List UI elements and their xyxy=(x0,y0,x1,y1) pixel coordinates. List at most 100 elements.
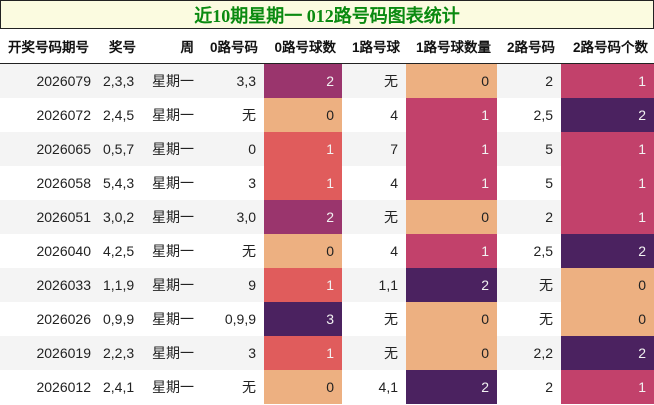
stats-table: 开奖号码期号 奖号 周 0路号码 0路号球数 1路号球 1路号球数量 2路号码 … xyxy=(0,29,654,404)
route1-count-cell: 0 xyxy=(406,200,497,234)
route0-cell: 无 xyxy=(200,370,264,404)
col-header-route0: 0路号码 xyxy=(200,29,264,64)
weekday-cell: 星期一 xyxy=(142,63,200,98)
table-row: 2026012 2,4,1 星期一无 0 4,1 2 2 1 xyxy=(0,370,654,404)
table-row: 2026033 1,1,9 星期一 9 1 1,1 2 无 0 xyxy=(0,268,654,302)
route0-count-cell: 0 xyxy=(264,98,342,132)
route2-cell: 2,5 xyxy=(497,98,561,132)
weekday-cell: 星期一 xyxy=(142,200,200,234)
route2-count-cell: 1 xyxy=(561,200,654,234)
route0-count-cell: 1 xyxy=(264,336,342,370)
route1-count-cell: 1 xyxy=(406,234,497,268)
route2-cell: 2,2 xyxy=(497,336,561,370)
route1-count-cell: 0 xyxy=(406,302,497,336)
weekday-cell: 星期一 xyxy=(142,268,200,302)
route0-count-cell: 0 xyxy=(264,370,342,404)
weekday-cell: 星期一 xyxy=(142,132,200,166)
col-header-numbers: 奖号 xyxy=(97,29,142,64)
weekday-cell: 星期一 xyxy=(142,234,200,268)
table-row: 2026051 3,0,2 星期一 3,0 2 无 0 2 1 xyxy=(0,200,654,234)
numbers-cell: 2,2,3 xyxy=(97,336,142,370)
route0-cell: 3 xyxy=(200,336,264,370)
col-header-route2-count: 2路号码个数 xyxy=(561,29,654,64)
route2-count-cell: 0 xyxy=(561,268,654,302)
route1-cell: 无 xyxy=(342,302,406,336)
weekday-cell: 星期一 xyxy=(142,336,200,370)
route0-count-cell: 1 xyxy=(264,268,342,302)
route1-count-cell: 2 xyxy=(406,268,497,302)
numbers-cell: 0,9,9 xyxy=(97,302,142,336)
route1-cell: 4 xyxy=(342,234,406,268)
period-cell: 2026019 xyxy=(0,336,97,370)
table-row: 2026026 0,9,9 星期一 0,9,9 3 无 0 无 0 xyxy=(0,302,654,336)
period-cell: 2026040 xyxy=(0,234,97,268)
weekday-cell: 星期一 xyxy=(142,370,200,404)
chart-title: 近10期星期一 012路号码图表统计 xyxy=(0,0,654,29)
period-cell: 2026051 xyxy=(0,200,97,234)
route0-cell: 0 xyxy=(200,132,264,166)
route0-count-cell: 2 xyxy=(264,200,342,234)
route2-cell: 2 xyxy=(497,200,561,234)
table-row: 2026058 5,4,3 星期一 3 1 4 1 5 1 xyxy=(0,166,654,200)
numbers-cell: 0,5,7 xyxy=(97,132,142,166)
route1-cell: 无 xyxy=(342,336,406,370)
route2-count-cell: 1 xyxy=(561,370,654,404)
header-row: 开奖号码期号 奖号 周 0路号码 0路号球数 1路号球 1路号球数量 2路号码 … xyxy=(0,29,654,64)
route0-count-cell: 1 xyxy=(264,166,342,200)
route0-cell: 3 xyxy=(200,166,264,200)
route1-cell: 4 xyxy=(342,98,406,132)
table-row: 2026079 2,3,3 星期一 3,3 2 无 0 2 1 xyxy=(0,63,654,98)
route2-cell: 2 xyxy=(497,370,561,404)
route0-cell: 3,3 xyxy=(200,63,264,98)
route1-cell: 7 xyxy=(342,132,406,166)
route1-cell: 无 xyxy=(342,63,406,98)
route0-count-cell: 3 xyxy=(264,302,342,336)
route0-cell: 9 xyxy=(200,268,264,302)
route2-cell: 无 xyxy=(497,302,561,336)
numbers-cell: 2,3,3 xyxy=(97,63,142,98)
period-cell: 2026065 xyxy=(0,132,97,166)
period-cell: 2026026 xyxy=(0,302,97,336)
route1-count-cell: 0 xyxy=(406,63,497,98)
route2-count-cell: 0 xyxy=(561,302,654,336)
route0-cell: 3,0 xyxy=(200,200,264,234)
table-row: 2026072 2,4,5 星期一无 0 4 1 2,5 2 xyxy=(0,98,654,132)
period-cell: 2026072 xyxy=(0,98,97,132)
numbers-cell: 5,4,3 xyxy=(97,166,142,200)
period-cell: 2026058 xyxy=(0,166,97,200)
period-cell: 2026012 xyxy=(0,370,97,404)
route0-count-cell: 0 xyxy=(264,234,342,268)
period-cell: 2026033 xyxy=(0,268,97,302)
weekday-cell: 星期一 xyxy=(142,166,200,200)
table-row: 2026019 2,2,3 星期一 3 1 无 0 2,2 2 xyxy=(0,336,654,370)
col-header-route1: 1路号球 xyxy=(342,29,406,64)
route0-cell: 无 xyxy=(200,234,264,268)
route2-count-cell: 2 xyxy=(561,98,654,132)
route2-count-cell: 2 xyxy=(561,234,654,268)
route1-cell: 4,1 xyxy=(342,370,406,404)
col-header-route0-count: 0路号球数 xyxy=(264,29,342,64)
numbers-cell: 1,1,9 xyxy=(97,268,142,302)
route1-count-cell: 1 xyxy=(406,98,497,132)
route2-count-cell: 1 xyxy=(561,166,654,200)
col-header-period: 开奖号码期号 xyxy=(0,29,97,64)
col-header-route1-count: 1路号球数量 xyxy=(406,29,497,64)
numbers-cell: 2,4,1 xyxy=(97,370,142,404)
route2-cell: 5 xyxy=(497,132,561,166)
route2-count-cell: 2 xyxy=(561,336,654,370)
route2-count-cell: 1 xyxy=(561,63,654,98)
numbers-cell: 4,2,5 xyxy=(97,234,142,268)
route1-cell: 4 xyxy=(342,166,406,200)
col-header-weekday: 周 xyxy=(142,29,200,64)
route1-count-cell: 2 xyxy=(406,370,497,404)
weekday-cell: 星期一 xyxy=(142,98,200,132)
route1-cell: 1,1 xyxy=(342,268,406,302)
route1-cell: 无 xyxy=(342,200,406,234)
route0-cell: 0,9,9 xyxy=(200,302,264,336)
route1-count-cell: 0 xyxy=(406,336,497,370)
route1-count-cell: 1 xyxy=(406,132,497,166)
col-header-route2: 2路号码 xyxy=(497,29,561,64)
route2-cell: 无 xyxy=(497,268,561,302)
route2-cell: 2,5 xyxy=(497,234,561,268)
weekday-cell: 星期一 xyxy=(142,302,200,336)
